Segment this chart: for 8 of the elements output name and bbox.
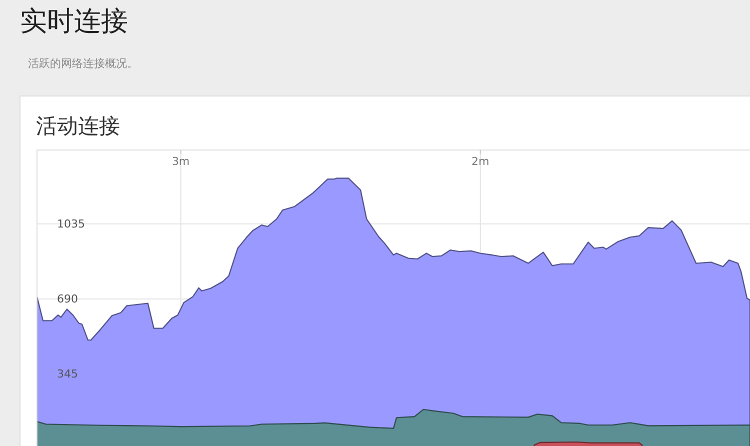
text: 活动连接 [36, 114, 120, 138]
chart-subtitle: 活跃的网络连接概况。 [28, 57, 138, 70]
y-tick-label: 345 [57, 367, 78, 380]
x-tick-label: 2m [472, 155, 490, 168]
chart-title: 实时连接 [20, 6, 128, 37]
x-tick-label: 3m [172, 155, 190, 168]
y-tick-label: 690 [57, 292, 78, 306]
y-tick-label: 1035 [57, 217, 85, 230]
